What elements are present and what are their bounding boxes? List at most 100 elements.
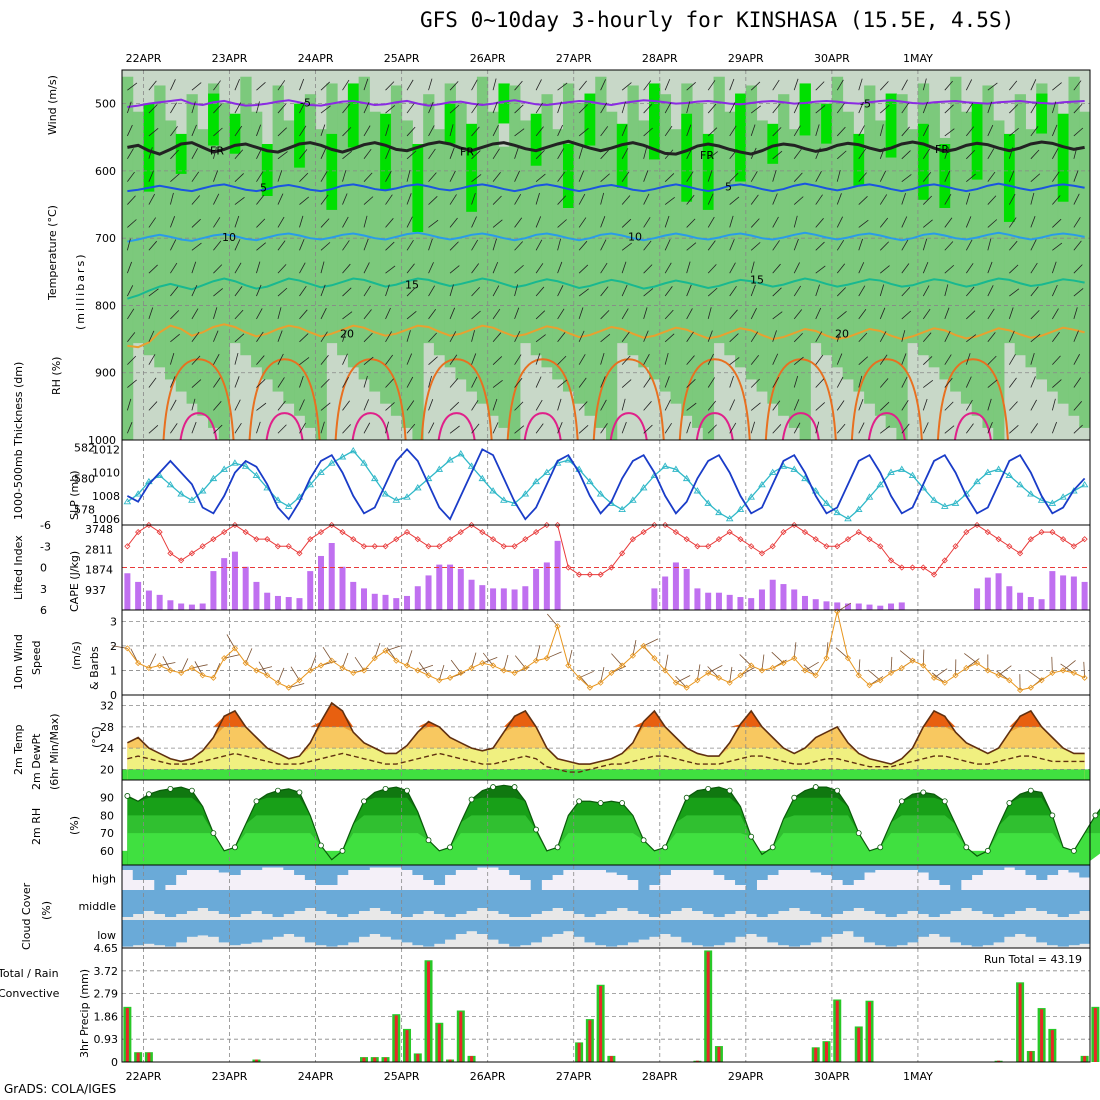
wind-barb	[320, 331, 328, 342]
wind-barb	[449, 170, 456, 182]
wind-barb	[363, 375, 368, 388]
wind-barb	[611, 653, 623, 666]
precip-conv-bar	[125, 1008, 129, 1062]
wind-barb	[772, 170, 777, 182]
wind-barb	[503, 654, 509, 671]
rh-high-region	[1036, 93, 1048, 134]
wind-barb	[234, 173, 244, 182]
wind-barb	[858, 196, 868, 205]
cape-bar	[877, 605, 884, 610]
wind-barb	[385, 378, 394, 388]
thickness-point	[209, 474, 218, 482]
wind-barb	[170, 173, 180, 182]
wind-barb	[471, 150, 481, 160]
precip-conv-bar	[857, 1027, 861, 1062]
cloud-bar-middle	[659, 890, 671, 914]
cloud-bar-high	[831, 865, 844, 880]
wind-barb	[191, 421, 197, 434]
wind-barb	[277, 424, 287, 434]
cloud-bar-middle	[208, 890, 220, 911]
wind-point	[726, 679, 733, 686]
wind-barb	[342, 240, 350, 251]
rh-mid-region	[638, 120, 650, 368]
precip-conv-bar	[405, 1030, 409, 1062]
wind-barb	[901, 423, 910, 434]
wind-barb	[858, 238, 863, 251]
cloud-bar-high	[896, 865, 908, 870]
run-total: Run Total = 43.19	[984, 953, 1082, 966]
wind-point	[317, 662, 325, 669]
wind-barb	[471, 102, 479, 114]
wind-barb	[191, 664, 208, 669]
cloud-bar-low	[186, 920, 198, 937]
wind-barb	[1073, 353, 1080, 365]
cloud-bar-low	[982, 920, 994, 946]
wind-point	[403, 662, 411, 669]
wind-barb	[320, 194, 329, 205]
wind-barb	[1073, 401, 1082, 411]
wind-barb	[729, 149, 738, 160]
cloud-bar-high	[702, 865, 714, 870]
thickness-point	[930, 496, 938, 503]
wind-barb	[320, 105, 331, 114]
wind-barb	[707, 151, 718, 160]
cloud-bar-low	[917, 920, 930, 937]
wind-barb	[901, 239, 909, 251]
wind-barb	[707, 127, 718, 137]
wind-barb	[632, 639, 637, 656]
wind-barb	[965, 216, 972, 228]
cloud-bar-middle	[390, 890, 403, 914]
wind-barb	[1073, 193, 1080, 205]
wind-barb	[363, 125, 371, 137]
cloud-bar-middle	[853, 890, 865, 908]
rh-mid-region	[358, 76, 370, 380]
wind-barb	[213, 127, 223, 137]
thickness-point	[1080, 480, 1089, 488]
ylabel-dew2m: 2m DewPt	[30, 733, 43, 790]
cloud-bar-high	[455, 865, 467, 870]
wind-barb	[386, 647, 397, 661]
thickness-point	[274, 496, 282, 503]
wind-barb	[922, 125, 930, 137]
cape-bar	[178, 603, 185, 610]
cloud-bar-low	[864, 920, 876, 943]
wind-barb	[492, 356, 503, 365]
cloud-bar-high	[606, 865, 618, 873]
wind-barb	[277, 377, 285, 388]
wind-barb	[256, 666, 273, 671]
footer-credit: GrADS: COLA/IGES	[4, 1082, 117, 1096]
li-point	[619, 550, 626, 557]
cloud-bar-low	[939, 920, 951, 937]
wind-barb	[686, 81, 696, 91]
contour-p15	[127, 277, 1085, 300]
wind-point	[371, 655, 378, 662]
wind-barb	[664, 196, 675, 205]
precip-conv-bar	[717, 1046, 721, 1062]
wind-barb	[901, 310, 912, 320]
ylabel-rh: RH (%)	[50, 357, 63, 395]
rh-mid-region	[122, 76, 134, 441]
precip-conv-bar	[1083, 1056, 1087, 1062]
cloud-bar-low	[337, 920, 349, 946]
panel-frame	[121, 439, 1091, 526]
cloud-bar-low	[821, 920, 833, 937]
wind-barb	[664, 286, 673, 297]
wind-barb	[170, 376, 176, 388]
cloud-bar-low	[584, 920, 596, 943]
cloud-bar-high	[595, 865, 607, 870]
wind-barb	[450, 659, 462, 674]
wind-barb	[901, 102, 909, 114]
contour-30	[609, 412, 648, 441]
wind-barb	[578, 147, 583, 159]
wind-point	[468, 664, 475, 672]
cloud-row-label: low	[97, 929, 116, 942]
wind-barb	[557, 124, 563, 137]
cloud-bar-middle	[412, 890, 424, 914]
wind-barb	[535, 310, 546, 320]
y-tick-label: 2	[110, 640, 117, 653]
thickness-point	[392, 496, 401, 503]
wind-barb	[148, 128, 159, 137]
cape-bar	[812, 599, 819, 610]
wind-barb	[879, 307, 886, 320]
wind-barb	[299, 333, 309, 343]
